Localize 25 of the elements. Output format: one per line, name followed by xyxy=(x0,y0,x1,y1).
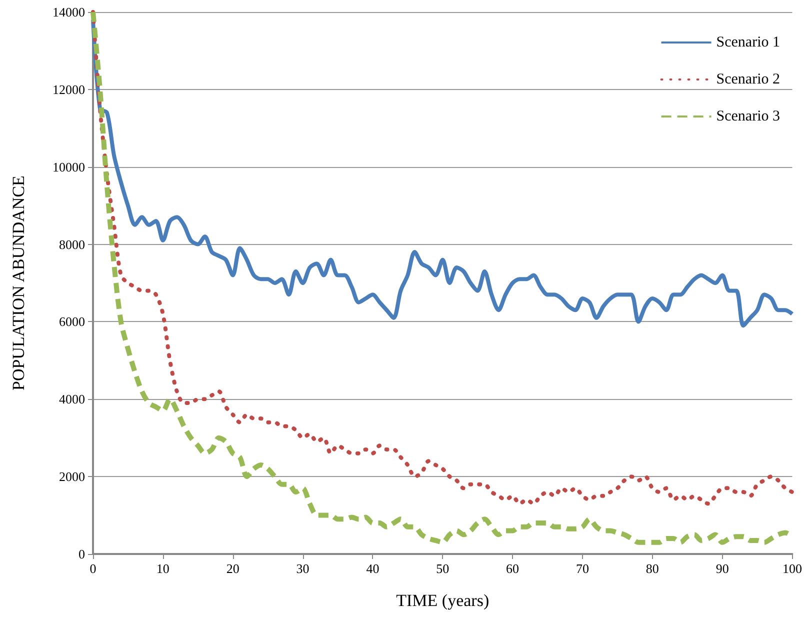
x-tick-label: 10 xyxy=(156,561,170,576)
x-tick-label: 40 xyxy=(366,561,380,576)
y-tick-label: 12000 xyxy=(52,82,85,97)
line-series xyxy=(91,18,794,328)
x-axis-title: TIME (years) xyxy=(396,591,490,610)
legend-label: Scenario 1 xyxy=(716,34,780,50)
y-tick-label: 6000 xyxy=(59,314,85,330)
legend-label: Scenario 3 xyxy=(716,108,780,124)
y-tick-label: 10000 xyxy=(52,159,85,174)
y-tick-label: 14000 xyxy=(52,4,85,20)
x-tick-label: 100 xyxy=(782,561,802,576)
legend-label: Scenario 2 xyxy=(716,72,780,88)
x-tick-label: 50 xyxy=(436,561,450,576)
x-tick-label: 80 xyxy=(646,561,659,576)
x-tick-label: 60 xyxy=(506,561,520,576)
y-axis-title: POPULATION ABUNDANCE xyxy=(9,176,28,390)
x-tick-label: 70 xyxy=(576,561,589,576)
x-tick-label: 30 xyxy=(296,561,310,576)
x-tick-label: 90 xyxy=(716,561,729,576)
y-tick-label: 2000 xyxy=(59,469,85,484)
y-tick-label: 8000 xyxy=(59,236,85,252)
x-tick-label: 20 xyxy=(226,561,240,576)
x-tick-label: 0 xyxy=(90,561,96,576)
y-tick-label: 4000 xyxy=(59,392,85,407)
y-tick-label: 0 xyxy=(78,546,85,562)
